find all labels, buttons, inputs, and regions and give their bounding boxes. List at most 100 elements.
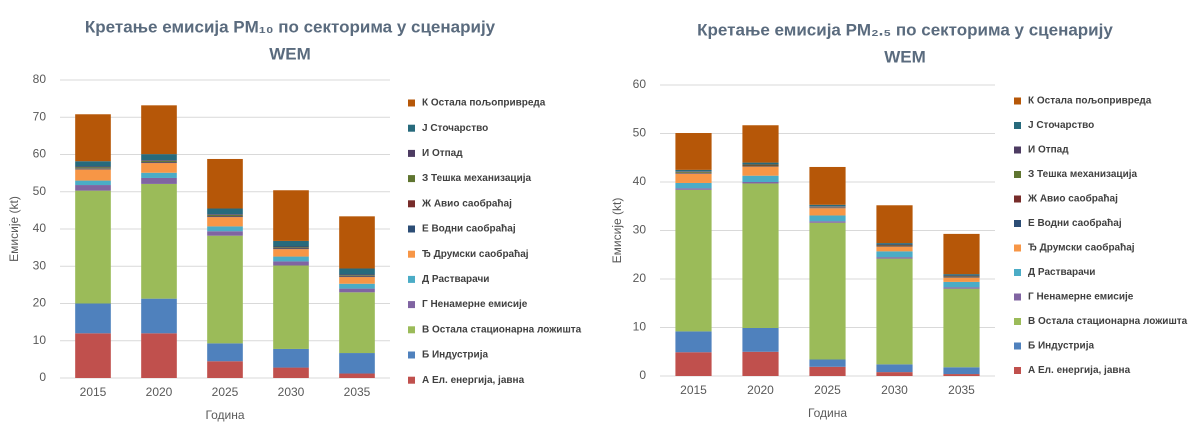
x-tick-label: 2030 <box>278 385 305 399</box>
legend-label: И Отпад <box>422 148 463 159</box>
bar-segment <box>809 222 846 360</box>
legend-label: Е Водни саобраћај <box>422 223 516 235</box>
legend-label: Д Растварачи <box>422 274 489 285</box>
legend-label: Ј Сточарство <box>1028 120 1094 131</box>
legend-label: В Остала стационарна ложишта <box>1028 316 1188 327</box>
bar-segment <box>742 182 779 184</box>
bar-segment <box>675 171 712 173</box>
legend-swatch <box>408 351 415 359</box>
bar-segment <box>675 169 712 172</box>
x-tick-label: 2015 <box>80 385 107 399</box>
y-tick-label: 50 <box>33 184 47 198</box>
bar-segment <box>675 133 712 170</box>
x-tick-label: 2020 <box>146 385 173 399</box>
legend-label: Ђ Друмски саобраћај <box>1028 242 1135 254</box>
bar-segment <box>809 366 846 376</box>
legend-swatch <box>1014 318 1021 325</box>
y-tick-label: 10 <box>33 333 47 347</box>
x-axis-label: Година <box>205 408 244 422</box>
legend-label: И Отпад <box>1028 145 1069 156</box>
x-tick-label: 2035 <box>948 383 975 397</box>
bar-segment <box>675 182 712 189</box>
legend-label: Ђ Друмски саобраћај <box>422 248 529 260</box>
bar-segment <box>141 160 177 161</box>
x-tick-label: 2015 <box>680 383 707 397</box>
bar-segment <box>207 214 243 216</box>
bar-segment <box>207 231 243 236</box>
bar-segment <box>809 208 846 216</box>
legend-swatch <box>1014 293 1021 301</box>
legend-swatch <box>408 124 415 132</box>
legend-swatch <box>408 275 415 283</box>
legend-label: Ј Сточарство <box>422 123 488 134</box>
legend-swatch <box>408 225 415 233</box>
bar-segment <box>876 258 913 365</box>
bar-segment <box>339 268 375 275</box>
bar-segment <box>207 235 243 344</box>
chart-title: WEM <box>884 47 926 66</box>
y-tick-label: 0 <box>39 370 46 384</box>
bar-segment <box>141 162 177 164</box>
legend-swatch <box>1014 195 1021 203</box>
bar-segment <box>273 248 309 250</box>
bar-segment <box>809 359 846 367</box>
legend-swatch <box>408 149 415 157</box>
legend-label: Е Водни саобраћај <box>1028 217 1122 229</box>
bar-segment <box>339 275 375 276</box>
bar-segment <box>675 331 712 353</box>
legend-label: Б Индустрија <box>1028 341 1094 352</box>
legend-swatch <box>1014 342 1021 350</box>
bar-segment <box>876 364 913 373</box>
legend-swatch <box>1014 122 1021 129</box>
bar-segment <box>339 274 375 276</box>
legend-label: З Тешка механизација <box>422 173 532 184</box>
bar-segment <box>207 343 243 362</box>
bar-segment <box>207 226 243 232</box>
bar-segment <box>943 281 980 288</box>
legend-swatch <box>408 99 415 107</box>
x-tick-label: 2025 <box>212 385 239 399</box>
legend-label: Б Индустрија <box>422 350 488 361</box>
legend-label: К Остала пољопривреда <box>422 98 546 109</box>
y-tick-label: 0 <box>639 368 646 382</box>
bar-segment <box>943 288 980 368</box>
y-tick-label: 20 <box>633 271 647 285</box>
legend-label: Г Ненамерне емисије <box>422 299 528 310</box>
bar-segment <box>876 246 913 252</box>
bar-segment <box>339 288 375 293</box>
x-axis-label: Година <box>808 406 847 420</box>
bar-segment <box>207 214 243 215</box>
bar-segment <box>675 352 712 376</box>
bar-segment <box>75 185 111 191</box>
y-axis-label: Емисије (kt) <box>610 198 624 264</box>
y-tick-label: 60 <box>633 77 647 91</box>
bar-segment <box>943 287 980 289</box>
bar-segment <box>339 216 375 269</box>
bar-segment <box>207 208 243 215</box>
bar-segment <box>141 154 177 161</box>
bar-segment <box>75 190 111 304</box>
bar-segment <box>141 172 177 178</box>
bar-segment <box>742 175 779 182</box>
y-tick-label: 20 <box>33 296 47 310</box>
bar-segment <box>809 204 846 207</box>
bar-segment <box>339 276 375 278</box>
bar-segment <box>75 161 111 167</box>
legend-label: К Остала пољопривреда <box>1028 96 1152 107</box>
bar-segment <box>75 333 111 378</box>
bar-segment <box>141 298 177 334</box>
y-tick-label: 10 <box>633 320 647 334</box>
bar-segment <box>339 373 375 378</box>
bar-segment <box>75 114 111 162</box>
legend-swatch <box>408 175 415 183</box>
legend-swatch <box>408 376 415 384</box>
bar-segment <box>273 246 309 248</box>
bar-segment <box>809 215 846 222</box>
bar-segment <box>141 183 177 299</box>
bar-segment <box>207 158 243 209</box>
legend-label: А Ел. енергија, јавна <box>1028 365 1131 376</box>
y-tick-label: 60 <box>33 147 47 161</box>
bar-segment <box>339 283 375 289</box>
bar-segment <box>742 351 779 376</box>
